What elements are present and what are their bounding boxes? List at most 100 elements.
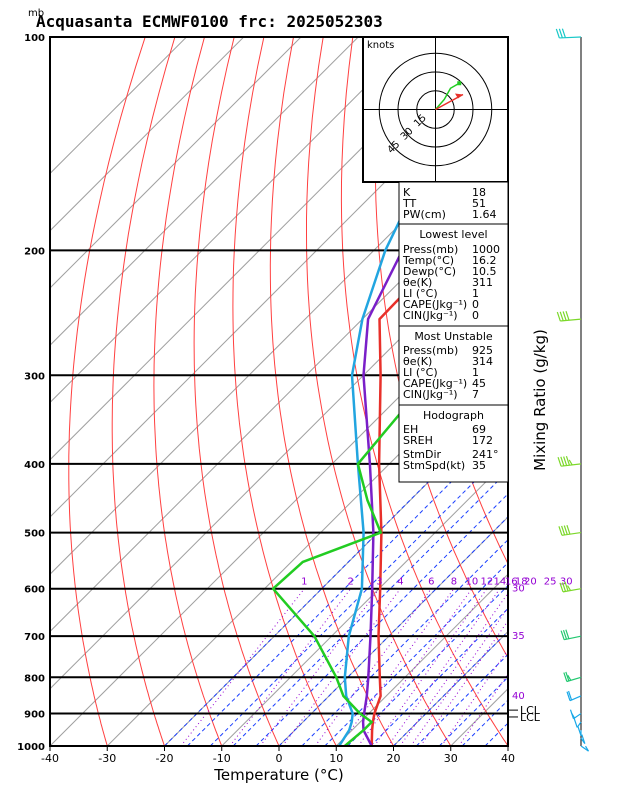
y-tick-label: 300 bbox=[24, 371, 45, 382]
wind-barb-flag bbox=[561, 582, 567, 592]
y-tick-label: 1000 bbox=[17, 742, 45, 753]
mixing-ratio-label: 16 bbox=[505, 577, 518, 588]
y-tick-label: 100 bbox=[24, 33, 45, 44]
y-tick-label: 900 bbox=[24, 710, 45, 721]
mixing-ratio-line bbox=[338, 588, 455, 746]
mixing-ratio-label: 25 bbox=[544, 577, 557, 588]
wind-barb-flag bbox=[560, 456, 565, 467]
moist-adiabats bbox=[164, 401, 508, 746]
y-tick-label: 200 bbox=[24, 246, 45, 257]
mixing-ratio-line bbox=[314, 588, 432, 746]
index-value: 16.2 bbox=[472, 254, 497, 267]
wind-barb-flag bbox=[565, 629, 570, 639]
wind-barb-flag bbox=[567, 585, 572, 591]
wind-barb-shaft bbox=[566, 676, 582, 683]
isotherm-line bbox=[335, 573, 508, 746]
x-tick-label: 40 bbox=[501, 752, 515, 765]
hodograph-unit-label: knots bbox=[367, 40, 394, 51]
index-value: 1.64 bbox=[472, 208, 497, 221]
hodograph-box-header: Hodograph bbox=[423, 409, 484, 422]
isotherm-line bbox=[50, 37, 474, 461]
isotherm-line bbox=[50, 37, 245, 232]
index-label: θe(K) bbox=[403, 276, 432, 289]
isotherm-line bbox=[221, 459, 508, 746]
index-value: 925 bbox=[472, 344, 493, 357]
dry-adiabat-line bbox=[560, 37, 618, 746]
index-label: PW(cm) bbox=[403, 208, 446, 221]
wind-barb-flag bbox=[568, 459, 573, 466]
wind-barb-flag bbox=[563, 456, 568, 466]
parcel-line bbox=[361, 67, 508, 746]
mixing-ratio-label: 4 bbox=[397, 577, 403, 588]
index-label: CIN(Jkg⁻¹) bbox=[403, 388, 458, 401]
wind-barb-flag bbox=[555, 28, 560, 39]
dry-adiabat-line bbox=[68, 37, 146, 746]
index-label: K bbox=[403, 186, 411, 199]
wind-barb-shaft bbox=[559, 36, 582, 39]
x-tick-label: -30 bbox=[98, 752, 116, 765]
wind-barb-flag bbox=[556, 311, 561, 322]
index-label: CAPE(Jkg⁻¹) bbox=[403, 377, 467, 390]
x-tick-label: 10 bbox=[329, 752, 343, 765]
hodograph-trace bbox=[434, 81, 464, 111]
theta-label: 35 bbox=[512, 631, 525, 642]
index-label: EH bbox=[403, 423, 418, 436]
wind-barb-flag bbox=[567, 690, 573, 701]
y-tick-label: 700 bbox=[24, 632, 45, 643]
wind-barb-flag bbox=[581, 734, 586, 744]
wind-barb-flag bbox=[573, 718, 578, 728]
isotherm-line bbox=[164, 401, 508, 746]
dry-adiabat-line bbox=[340, 37, 508, 746]
most-unstable-header: Most Unstable bbox=[414, 330, 493, 343]
index-value: 1 bbox=[472, 366, 479, 379]
hodograph-ring bbox=[416, 90, 455, 129]
wind-barb-flag bbox=[558, 526, 563, 536]
moist-adiabat-line bbox=[164, 401, 508, 746]
index-label: Temp(°C) bbox=[402, 254, 454, 267]
wind-barb-shaft bbox=[561, 531, 582, 536]
y-axis-ticks: 1000 900 800 700 600 500 400 300 200 100 bbox=[17, 33, 45, 753]
isotherm-line bbox=[50, 172, 508, 633]
mixing-ratio-label: 20 bbox=[524, 577, 537, 588]
x-tick-label: 0 bbox=[276, 752, 283, 765]
dry-adiabat-line bbox=[193, 37, 280, 746]
wind-barb-flag bbox=[571, 712, 576, 719]
theta-labels: 30 35 40 bbox=[512, 584, 525, 702]
wind-barb-shaft bbox=[560, 463, 582, 467]
mixing-ratio-line bbox=[357, 588, 473, 746]
hodograph-end-marker bbox=[457, 81, 462, 86]
dewpoint-line bbox=[338, 37, 508, 746]
isotherm-line bbox=[50, 230, 508, 690]
mixing-ratio-label: 3 bbox=[376, 577, 382, 588]
wind-barb-flag bbox=[567, 675, 572, 681]
index-value: 311 bbox=[472, 276, 493, 289]
mixing-ratio-label: 18 bbox=[515, 577, 528, 588]
index-value: 172 bbox=[472, 434, 493, 447]
index-value: 1 bbox=[472, 287, 479, 300]
index-value: 0 bbox=[472, 298, 479, 311]
isotherms bbox=[50, 37, 508, 746]
moist-adiabat-line bbox=[507, 745, 508, 746]
index-value: 45 bbox=[472, 377, 486, 390]
wind-barb-shaft bbox=[560, 318, 582, 322]
index-value: 314 bbox=[472, 355, 493, 368]
hodograph-ring bbox=[397, 71, 474, 148]
theta-label: 40 bbox=[512, 691, 525, 702]
index-label: Press(mb) bbox=[403, 243, 458, 256]
relative-humidity-line bbox=[271, 326, 508, 746]
wind-barb-flag bbox=[562, 630, 568, 640]
wind-barb-flag bbox=[565, 671, 570, 682]
index-value: 35 bbox=[472, 459, 486, 472]
index-label: LI (°C) bbox=[403, 287, 438, 300]
indices-box bbox=[398, 181, 509, 483]
wind-barb-shaft bbox=[576, 721, 582, 728]
index-label: Dewp(°C) bbox=[403, 265, 456, 278]
dry-adiabat-line bbox=[590, 37, 618, 746]
chart-title: Acquasanta ECMWF0100 frc: 2025052303 bbox=[36, 12, 383, 31]
wind-barb-flag bbox=[564, 581, 569, 592]
dry-adiabat-line bbox=[232, 37, 337, 746]
dry-adiabat-line bbox=[111, 37, 176, 746]
